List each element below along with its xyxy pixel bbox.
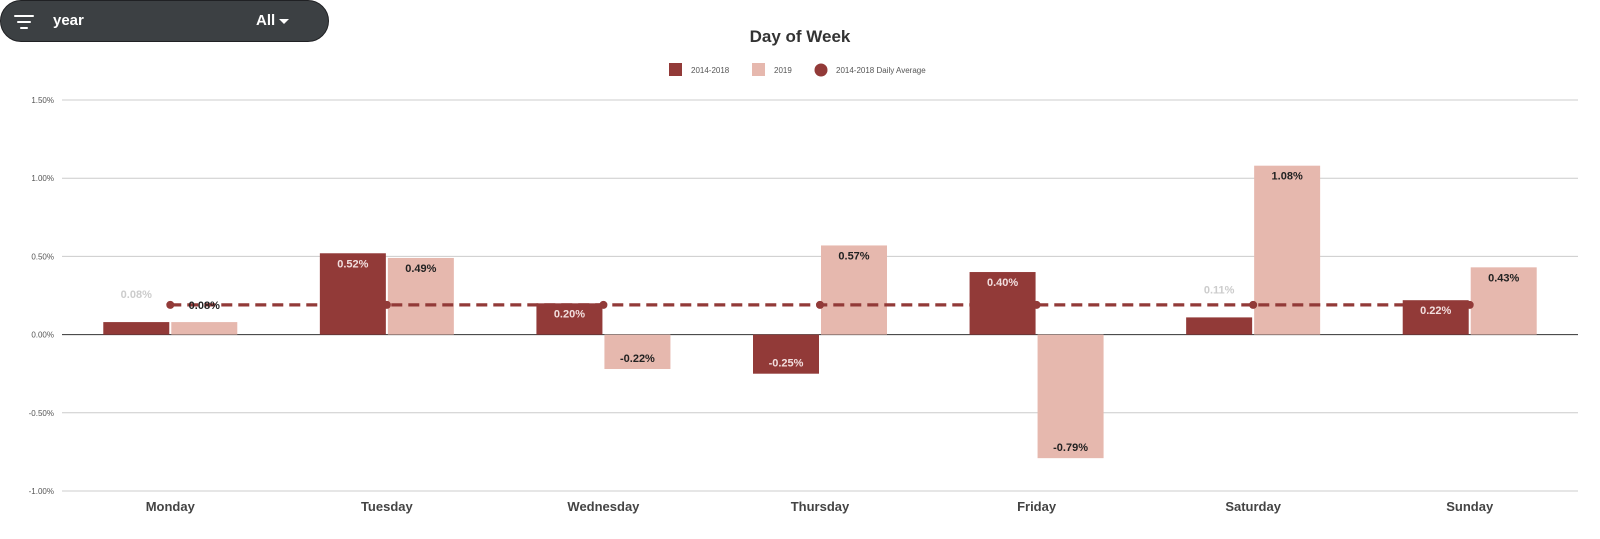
chart-title: Day of Week xyxy=(750,27,851,46)
data-label: 0.57% xyxy=(838,250,869,262)
average-line-group xyxy=(166,300,1474,309)
y-tick-label: -1.00% xyxy=(29,487,54,496)
bar-series-1[interactable] xyxy=(753,334,819,374)
legend-swatch xyxy=(669,63,682,76)
x-tick-label: Tuesday xyxy=(361,499,414,514)
bar-series-2[interactable] xyxy=(1470,267,1537,335)
legend-swatch xyxy=(752,63,765,76)
data-label: 0.43% xyxy=(1488,272,1519,284)
filter-icon xyxy=(14,15,34,29)
bar-series-2[interactable] xyxy=(171,322,238,335)
bar-series-1[interactable] xyxy=(1186,317,1253,335)
data-label: 0.11% xyxy=(1204,284,1235,296)
x-tick-label: Thursday xyxy=(791,499,850,514)
x-tick-label: Wednesday xyxy=(567,499,640,514)
bar-series-2[interactable] xyxy=(604,334,671,370)
legend-item[interactable]: 2014-2018 Daily Average xyxy=(814,63,927,77)
legend-item[interactable]: 2019 xyxy=(752,63,792,76)
x-tick-label: Sunday xyxy=(1446,499,1494,514)
bar-series-1[interactable] xyxy=(103,322,170,335)
legend-swatch xyxy=(814,63,828,77)
bar-series-1[interactable] xyxy=(319,253,386,335)
x-tick-label: Saturday xyxy=(1225,499,1281,514)
y-tick-label: -0.50% xyxy=(29,409,54,418)
y-tick-label: 1.00% xyxy=(31,174,54,183)
filter-selected-value[interactable]: All xyxy=(256,12,276,29)
data-label: 0.08% xyxy=(189,300,220,312)
y-tick-label: 0.50% xyxy=(31,252,54,261)
data-label: -0.25% xyxy=(769,358,804,370)
x-tick-label: Monday xyxy=(146,499,196,514)
average-point[interactable] xyxy=(599,300,608,309)
bar-series-2[interactable] xyxy=(1037,334,1104,459)
y-tick-label: 1.50% xyxy=(31,96,54,105)
average-point[interactable] xyxy=(1032,300,1041,309)
bar-series-2[interactable] xyxy=(387,257,454,335)
y-tick-label: 0.00% xyxy=(31,331,54,340)
average-point[interactable] xyxy=(382,300,391,309)
bar-series-2[interactable] xyxy=(1254,165,1321,335)
average-point[interactable] xyxy=(1249,300,1258,309)
year-filter-control[interactable]: year All xyxy=(0,0,329,42)
chart-bars xyxy=(103,165,1537,459)
chart-legend: 2014-2018 2019 2014-2018 Daily Average xyxy=(669,63,926,77)
data-label: 0.20% xyxy=(554,308,585,320)
data-label: -0.79% xyxy=(1053,442,1088,454)
legend-label: 2014-2018 xyxy=(691,66,730,75)
data-label: -0.22% xyxy=(620,353,655,365)
data-label: 0.40% xyxy=(987,277,1018,289)
data-label: 0.52% xyxy=(337,258,368,270)
legend-label: 2019 xyxy=(774,66,792,75)
x-tick-label: Friday xyxy=(1017,499,1057,514)
data-label: 1.08% xyxy=(1272,171,1303,183)
filter-name: year xyxy=(53,12,84,29)
bar-series-2[interactable] xyxy=(821,245,887,335)
average-point[interactable] xyxy=(816,300,824,309)
x-axis: Monday Tuesday Wednesday Thursday Friday Satu… xyxy=(146,499,1494,514)
data-label: 0.08% xyxy=(121,289,152,301)
bar-series-1[interactable] xyxy=(536,303,603,335)
legend-label: 2014-2018 Daily Average xyxy=(836,66,926,75)
data-label: 0.22% xyxy=(1420,305,1451,317)
average-point[interactable] xyxy=(166,300,175,309)
chart-grid: 1.50% 1.00% 0.50% 0.00% -0.50% -1.00% xyxy=(29,96,1578,496)
chevron-down-icon[interactable] xyxy=(279,19,289,24)
data-label: 0.49% xyxy=(405,263,436,275)
legend-item[interactable]: 2014-2018 xyxy=(669,63,730,76)
average-point[interactable] xyxy=(1465,300,1474,309)
data-labels: 0.08% 0.08% 0.52% 0.49% 0.20% -0.22% -0.25% 0.5… xyxy=(121,171,1520,454)
